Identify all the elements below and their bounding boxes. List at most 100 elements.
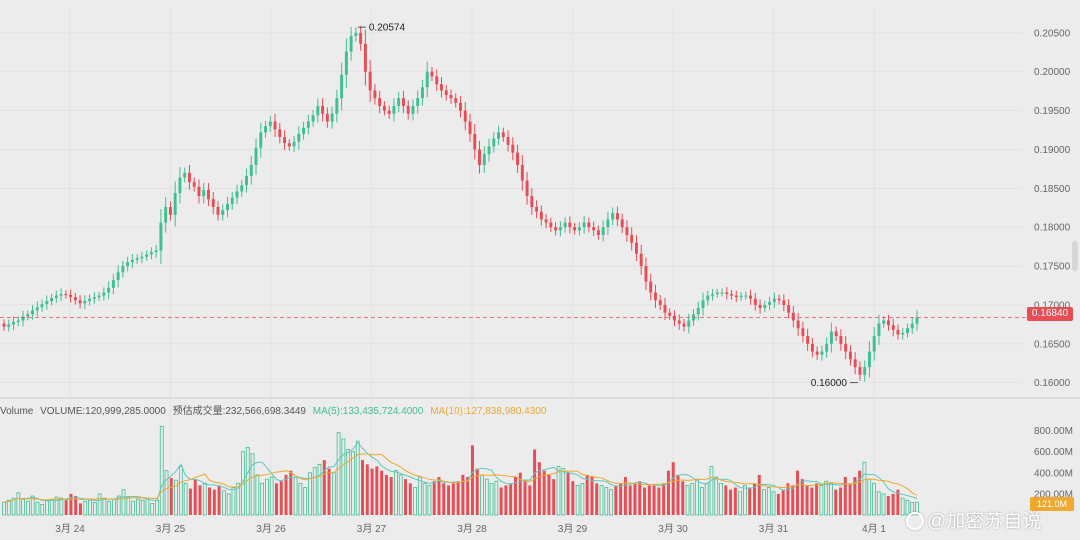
volume-bar [226,493,231,516]
volume-tick-label: 800.00M [1034,426,1073,437]
volume-bar [380,470,384,515]
volume-bar [35,501,40,516]
volume-bar [269,476,274,516]
volume-bar [480,474,484,516]
volume-bar [451,483,455,515]
candle-body [834,331,838,337]
candle-body [753,298,757,305]
volume-bar [695,478,699,516]
candle-body [302,127,306,134]
volume-bar [872,482,876,516]
candle-body [520,165,524,181]
volume-ma10-text: MA(10):127,838,980.4300 [430,406,547,417]
candle-body [183,172,187,178]
volume-bar [791,485,795,515]
volume-bar [78,503,82,515]
volume-bar [265,478,269,516]
volume-bar [202,482,207,516]
high-price-label: 0.20574 [369,23,406,34]
candle-body [706,295,710,301]
candle-body [487,146,491,155]
volume-tick-label: 200.00M [1034,489,1073,500]
volume-bar [6,499,11,516]
volume-bar [561,468,566,516]
candlesticks [2,25,919,382]
volume-bar [571,481,575,515]
candle-body [653,292,657,301]
volume-bar [556,466,561,516]
candle-body [444,90,448,96]
candle-body [154,250,158,253]
volume-bar [752,483,756,515]
volume-bar [417,476,422,516]
candle-body [78,300,82,304]
volume-bar [116,495,121,516]
volume-bar [547,474,551,515]
volume-bar [810,487,814,515]
candle-body [549,222,553,228]
candle-body [558,227,562,231]
volume-bar [208,487,212,515]
candle-body [387,110,391,114]
volume-bar [341,438,346,516]
candle-body [2,323,6,327]
candle-body [173,193,177,215]
volume-bar [427,485,432,516]
candle-body [630,234,634,243]
volume-bar [499,487,503,515]
candle-body [59,294,63,296]
volume-bar [322,460,326,515]
volume-bar [509,483,513,515]
volume-bar [212,489,216,515]
candle-body [744,295,748,297]
candle-body [344,51,348,75]
volume-bar [131,500,135,516]
volume-bar [748,487,752,515]
candle-body [749,295,753,299]
volume-bar [231,487,236,516]
volume-tick-label: 600.00M [1034,447,1073,458]
candle-body [278,129,282,138]
volume-bar [169,478,173,515]
candle-body [268,121,272,127]
candle-body [111,280,115,288]
candle-body [625,227,629,235]
candle-body [758,304,762,309]
candle-body [858,367,862,375]
volume-bar [781,489,785,515]
scroll-handle[interactable] [1072,241,1078,271]
candle-body [592,227,596,231]
candle-body [577,227,581,231]
candle-body [516,152,520,166]
volume-bar [16,492,21,516]
volume-bar [815,483,819,515]
volume-bar [59,497,64,516]
candle-body [663,304,667,313]
candle-body [363,43,367,72]
candle-body [815,351,819,355]
candle-body [867,351,871,368]
candle-body [259,132,263,148]
current-volume-tag: 121.0M [1030,497,1074,511]
volume-bar [370,468,374,515]
candle-body [539,211,543,220]
time-tick-label: 3月 26 [256,523,286,535]
candle-body [26,314,30,317]
candle-body [535,206,539,212]
volume-bar [26,500,30,516]
candle-body [168,206,172,215]
candle-body [102,292,106,296]
candle-body [563,222,567,228]
volume-bar [178,466,183,516]
candle-body [187,172,191,183]
candle-body [782,300,786,305]
volume-bar [819,485,824,516]
candle-body [587,222,591,228]
volume-bar [198,485,202,515]
candle-body [482,154,486,166]
time-tick-label: 3月 28 [457,523,487,535]
volume-bar [222,490,226,516]
volume-bar [666,470,670,515]
candle-body [810,343,814,352]
